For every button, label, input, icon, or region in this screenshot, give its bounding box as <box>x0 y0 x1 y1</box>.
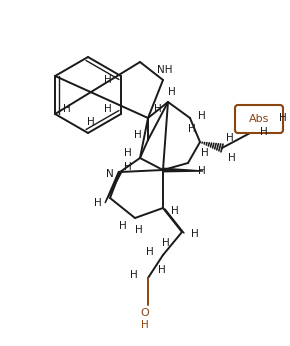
Text: H: H <box>124 162 132 172</box>
Text: H: H <box>146 247 154 257</box>
Text: NH: NH <box>157 65 173 75</box>
Text: H: H <box>168 87 176 97</box>
Text: H: H <box>154 104 162 114</box>
Text: H: H <box>198 111 206 121</box>
Text: O: O <box>141 308 149 318</box>
Text: H: H <box>158 265 166 275</box>
Text: H: H <box>104 104 112 114</box>
Text: H: H <box>279 113 287 123</box>
Text: H: H <box>141 320 149 330</box>
Text: H: H <box>94 198 102 208</box>
Text: H: H <box>226 133 234 143</box>
Text: H: H <box>191 229 199 239</box>
Text: H: H <box>135 225 143 235</box>
Text: H: H <box>130 270 138 280</box>
Text: H: H <box>63 104 71 114</box>
Text: H: H <box>162 238 170 248</box>
Text: H: H <box>228 153 236 163</box>
Text: N: N <box>106 169 114 179</box>
Text: Abs: Abs <box>249 114 269 124</box>
Text: H: H <box>119 221 127 231</box>
Text: H: H <box>171 206 179 216</box>
Text: H: H <box>87 117 95 127</box>
Text: H: H <box>188 124 196 134</box>
FancyBboxPatch shape <box>235 105 283 133</box>
Text: H: H <box>260 127 268 137</box>
Text: H: H <box>134 130 142 140</box>
Polygon shape <box>105 171 121 203</box>
Polygon shape <box>163 168 203 172</box>
Text: H: H <box>201 148 209 158</box>
Text: H: H <box>198 166 206 176</box>
Text: H: H <box>124 148 132 158</box>
Text: H: H <box>104 75 112 85</box>
